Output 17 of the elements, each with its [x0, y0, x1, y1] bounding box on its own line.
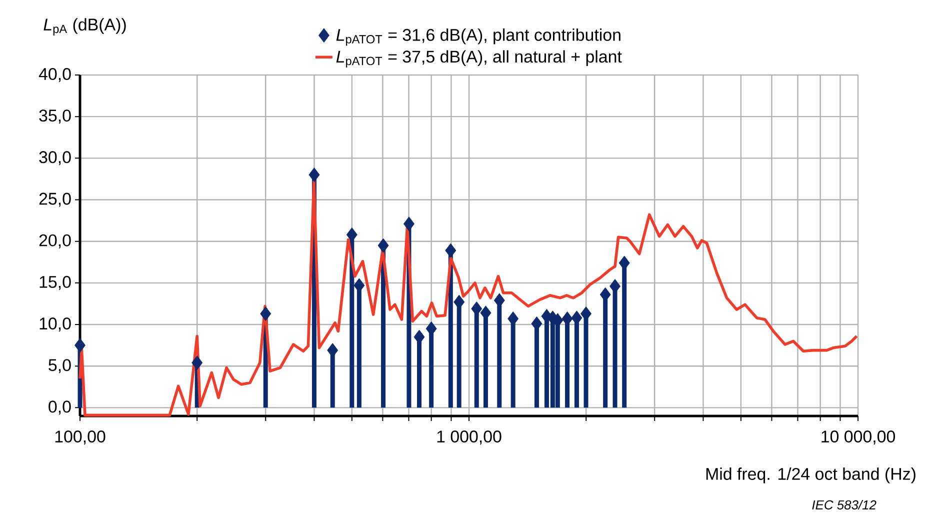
legend-label: L$_{pATOT}$ = 31,6 dB(A), plant contribution — [336, 28, 620, 46]
x-axis-title: Mid freq. 1/24 oct band (Hz) — [706, 468, 916, 484]
legend-label: L$_{pATOT}$ = 37,5 dB(A), all natural + plant — [336, 50, 622, 68]
y-tick-label: 25,0 — [39, 192, 71, 207]
x-tick-label: 1 000,00 — [437, 430, 502, 445]
y-axis-title: L$_{pA}$ (dB(A)) — [44, 18, 126, 36]
y-tick-label: 0,0 — [48, 400, 71, 415]
y-tick-label: 5,0 — [48, 359, 71, 374]
y-tick-label: 20,0 — [39, 234, 71, 248]
y-tick-label: 35,0 — [39, 110, 71, 124]
y-tick-label: 15,0 — [40, 276, 71, 290]
y-tick-label: 10,0 — [40, 318, 71, 332]
text: IEC 583/12 — [812, 500, 876, 510]
x-tick-label: 100,00 — [55, 430, 106, 445]
x-tick-label: 10 000,00 — [822, 430, 896, 445]
y-tick-label: 30,0 — [39, 151, 71, 166]
y-tick-label: 40,0 — [38, 68, 71, 82]
